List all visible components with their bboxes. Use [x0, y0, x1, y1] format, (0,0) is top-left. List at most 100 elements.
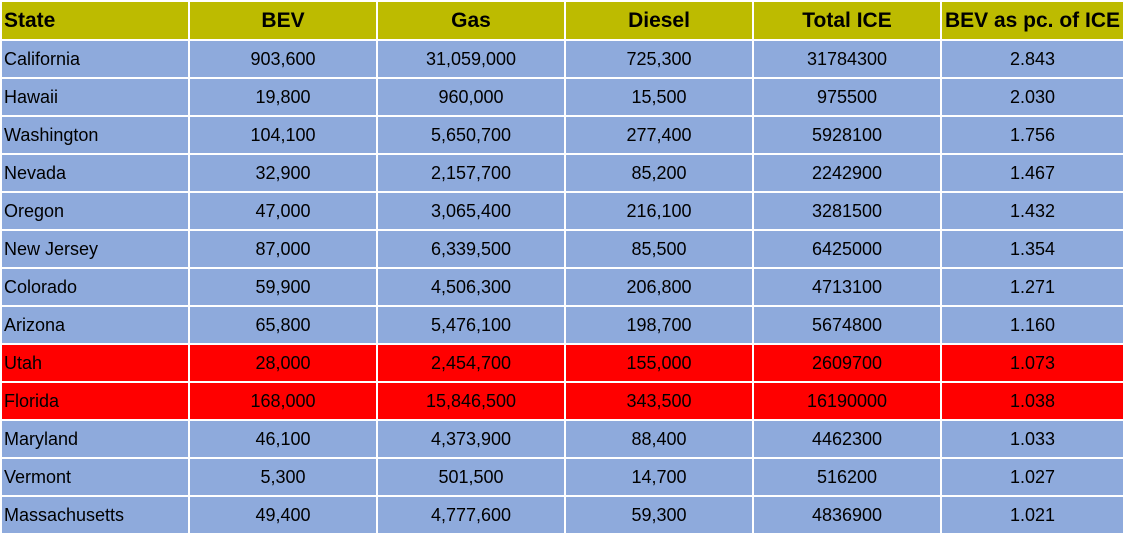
cell-diesel: 198,700: [564, 305, 754, 345]
cell-bev: 47,000: [188, 191, 378, 231]
cell-diesel: 15,500: [564, 77, 754, 117]
cell-bev-pct-of-ice: 1.160: [940, 305, 1123, 345]
cell-diesel: 206,800: [564, 267, 754, 307]
cell-diesel: 85,500: [564, 229, 754, 269]
table-row: Washington 104,100 5,650,700 277,400 5928100…: [0, 115, 1123, 155]
column-header-diesel: Diesel: [564, 0, 754, 41]
table-row: Colorado 59,900 4,506,300 206,800 4713100 1.2…: [0, 267, 1123, 307]
cell-total-ice: 516200: [752, 457, 942, 497]
table-row-highlighted: Florida 168,000 15,846,500 343,500 16190000 1…: [0, 381, 1123, 421]
cell-bev-pct-of-ice: 1.027: [940, 457, 1123, 497]
cell-total-ice: 4713100: [752, 267, 942, 307]
cell-state: New Jersey: [0, 229, 190, 269]
cell-total-ice: 975500: [752, 77, 942, 117]
cell-diesel: 59,300: [564, 495, 754, 535]
column-header-bev-pct-of-ice: BEV as pc. of ICE: [940, 0, 1123, 41]
cell-gas: 4,506,300: [376, 267, 566, 307]
cell-state: Hawaii: [0, 77, 190, 117]
cell-state: Washington: [0, 115, 190, 155]
column-header-gas: Gas: [376, 0, 566, 41]
table-row: Nevada 32,900 2,157,700 85,200 2242900 1.467: [0, 153, 1123, 193]
cell-total-ice: 4836900: [752, 495, 942, 535]
cell-gas: 15,846,500: [376, 381, 566, 421]
cell-state: Oregon: [0, 191, 190, 231]
cell-bev: 19,800: [188, 77, 378, 117]
cell-bev: 32,900: [188, 153, 378, 193]
table-row: Arizona 65,800 5,476,100 198,700 5674800 1.16…: [0, 305, 1123, 345]
cell-bev: 28,000: [188, 343, 378, 383]
table-row-highlighted: Utah 28,000 2,454,700 155,000 2609700 1.073: [0, 343, 1123, 383]
cell-state: Florida: [0, 381, 190, 421]
table-row: Vermont 5,300 501,500 14,700 516200 1.027: [0, 457, 1123, 497]
cell-gas: 4,777,600: [376, 495, 566, 535]
cell-gas: 6,339,500: [376, 229, 566, 269]
table-header: State BEV Gas Diesel Total ICE BEV as pc. of …: [0, 0, 1123, 41]
cell-total-ice: 4462300: [752, 419, 942, 459]
table-row: Oregon 47,000 3,065,400 216,100 3281500 1.432: [0, 191, 1123, 231]
cell-total-ice: 16190000: [752, 381, 942, 421]
cell-bev: 87,000: [188, 229, 378, 269]
cell-total-ice: 6425000: [752, 229, 942, 269]
cell-diesel: 343,500: [564, 381, 754, 421]
cell-bev: 104,100: [188, 115, 378, 155]
cell-gas: 2,454,700: [376, 343, 566, 383]
table-row: Hawaii 19,800 960,000 15,500 975500 2.030: [0, 77, 1123, 117]
cell-total-ice: 3281500: [752, 191, 942, 231]
cell-state: Arizona: [0, 305, 190, 345]
cell-bev-pct-of-ice: 1.467: [940, 153, 1123, 193]
cell-diesel: 155,000: [564, 343, 754, 383]
cell-bev: 903,600: [188, 39, 378, 79]
table-row: California 903,600 31,059,000 725,300 317843…: [0, 39, 1123, 79]
cell-bev-pct-of-ice: 1.033: [940, 419, 1123, 459]
cell-bev-pct-of-ice: 1.271: [940, 267, 1123, 307]
cell-total-ice: 31784300: [752, 39, 942, 79]
cell-total-ice: 5928100: [752, 115, 942, 155]
cell-diesel: 14,700: [564, 457, 754, 497]
cell-diesel: 216,100: [564, 191, 754, 231]
cell-state: California: [0, 39, 190, 79]
cell-bev-pct-of-ice: 1.021: [940, 495, 1123, 535]
column-header-bev: BEV: [188, 0, 378, 41]
cell-state: Nevada: [0, 153, 190, 193]
table-row: Maryland 46,100 4,373,900 88,400 4462300 1.03…: [0, 419, 1123, 459]
table-row: New Jersey 87,000 6,339,500 85,500 6425000 1.…: [0, 229, 1123, 269]
cell-state: Maryland: [0, 419, 190, 459]
cell-total-ice: 2609700: [752, 343, 942, 383]
cell-bev-pct-of-ice: 1.354: [940, 229, 1123, 269]
header-row: State BEV Gas Diesel Total ICE BEV as pc. of …: [0, 0, 1123, 41]
column-header-total-ice: Total ICE: [752, 0, 942, 41]
cell-diesel: 85,200: [564, 153, 754, 193]
cell-bev-pct-of-ice: 1.038: [940, 381, 1123, 421]
column-header-state: State: [0, 0, 190, 41]
cell-gas: 3,065,400: [376, 191, 566, 231]
cell-gas: 2,157,700: [376, 153, 566, 193]
cell-bev: 46,100: [188, 419, 378, 459]
cell-total-ice: 2242900: [752, 153, 942, 193]
cell-state: Massachusetts: [0, 495, 190, 535]
cell-bev: 5,300: [188, 457, 378, 497]
cell-gas: 5,650,700: [376, 115, 566, 155]
cell-bev-pct-of-ice: 1.432: [940, 191, 1123, 231]
cell-bev-pct-of-ice: 1.073: [940, 343, 1123, 383]
cell-diesel: 277,400: [564, 115, 754, 155]
cell-state: Vermont: [0, 457, 190, 497]
cell-diesel: 725,300: [564, 39, 754, 79]
cell-gas: 4,373,900: [376, 419, 566, 459]
cell-gas: 960,000: [376, 77, 566, 117]
cell-bev: 59,900: [188, 267, 378, 307]
cell-bev: 49,400: [188, 495, 378, 535]
cell-state: Utah: [0, 343, 190, 383]
cell-bev-pct-of-ice: 1.756: [940, 115, 1123, 155]
cell-bev-pct-of-ice: 2.843: [940, 39, 1123, 79]
state-vehicle-table: State BEV Gas Diesel Total ICE BEV as pc. of …: [0, 0, 1123, 535]
cell-gas: 501,500: [376, 457, 566, 497]
cell-gas: 31,059,000: [376, 39, 566, 79]
cell-bev-pct-of-ice: 2.030: [940, 77, 1123, 117]
cell-diesel: 88,400: [564, 419, 754, 459]
cell-bev: 65,800: [188, 305, 378, 345]
cell-bev: 168,000: [188, 381, 378, 421]
cell-total-ice: 5674800: [752, 305, 942, 345]
table-body: California 903,600 31,059,000 725,300 317843…: [0, 39, 1123, 535]
cell-state: Colorado: [0, 267, 190, 307]
cell-gas: 5,476,100: [376, 305, 566, 345]
